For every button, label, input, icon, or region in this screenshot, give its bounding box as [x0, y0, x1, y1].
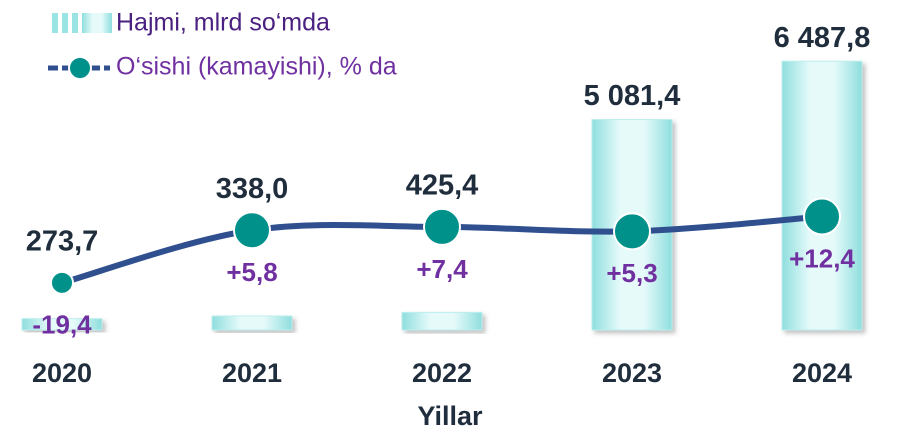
- legend-label: O‘sishi (kamayishi), % da: [116, 53, 397, 81]
- legend-marker: [68, 56, 92, 80]
- growth-marker: [803, 197, 841, 236]
- line-layer: [50, 197, 841, 295]
- bar-value-label: 338,0: [216, 173, 289, 205]
- growth-marker: [423, 207, 461, 246]
- x-tick-label: 2023: [602, 358, 662, 388]
- labels: 2020 2021 2022 2023 2024 273,7 338,0 425,4 5 081…: [26, 22, 871, 388]
- growth-marker: [50, 270, 74, 295]
- x-tick-label: 2024: [792, 358, 852, 388]
- x-tick-label: 2021: [222, 358, 282, 388]
- x-tick-label: 2020: [32, 358, 92, 388]
- bar: [781, 60, 863, 331]
- bar: [21, 318, 103, 331]
- legend-swatch: [52, 13, 58, 33]
- growth-marker: [233, 211, 271, 250]
- growth-value-label: +5,3: [606, 258, 657, 288]
- growth-value-label: +5,8: [226, 257, 277, 287]
- bar-value-label: 6 487,8: [774, 22, 871, 54]
- growth-marker: [613, 212, 651, 251]
- legend-swatch: [72, 13, 78, 33]
- bar-value-label: 5 081,4: [584, 80, 681, 112]
- growth-value-label: +7,4: [416, 254, 468, 284]
- legend-swatch: [62, 13, 68, 33]
- bar: [401, 311, 483, 331]
- x-axis-title: Yillar: [417, 401, 483, 431]
- x-tick-label: 2022: [412, 358, 472, 388]
- growth-value-label: -19,4: [32, 310, 92, 340]
- bar-value-label: 425,4: [406, 170, 479, 202]
- legend-label: Hajmi, mlrd so‘mda: [116, 9, 330, 37]
- growth-value-label: +12,4: [789, 243, 855, 273]
- bar: [211, 315, 293, 331]
- legend: Hajmi, mlrd so‘mda O‘sishi (kamayishi), …: [48, 9, 397, 81]
- bar-value-label: 273,7: [26, 226, 99, 258]
- legend-swatch: [82, 13, 112, 33]
